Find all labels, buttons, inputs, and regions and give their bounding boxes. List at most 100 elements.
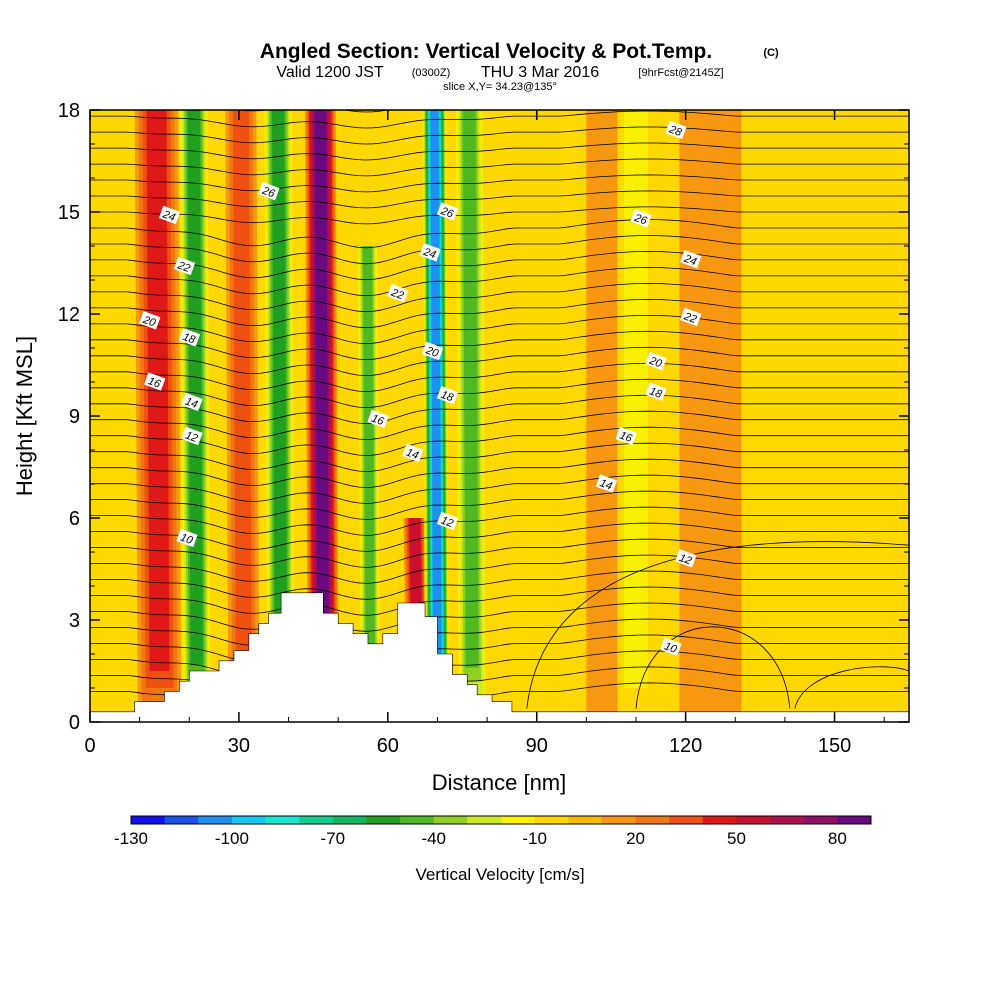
isentrope-line xyxy=(90,506,909,536)
colorbar-swatch xyxy=(467,816,502,824)
colorbar-swatch xyxy=(803,816,838,824)
contour-label-bg xyxy=(158,205,181,225)
colorbar-swatch xyxy=(332,816,367,824)
colorbar-swatch xyxy=(837,816,872,824)
contour-label-bg xyxy=(367,409,389,429)
contour-label: 22 xyxy=(387,283,409,303)
contour-label: 24 xyxy=(419,243,441,262)
isentrope-line xyxy=(90,634,909,664)
colorbar-swatch xyxy=(164,816,199,824)
terrain-mask xyxy=(90,592,909,722)
contour-label-bg xyxy=(419,243,441,262)
contour-label: 14 xyxy=(595,474,618,493)
colorbar-swatch xyxy=(131,816,166,824)
contour-label-text: 16 xyxy=(146,375,162,391)
axis-ticks: 0 30 60 90 120 150 0 3 6 9 12 15 18 xyxy=(58,100,909,757)
contour-label: 24 xyxy=(680,249,702,269)
colorbar-swatch xyxy=(501,816,536,824)
contour-label: 10 xyxy=(176,528,198,547)
y-tick-label: 18 xyxy=(58,100,80,122)
colorbar-swatch xyxy=(231,816,267,824)
velocity-level xyxy=(232,110,252,677)
isentrope-line xyxy=(90,570,909,600)
contour-label-bg xyxy=(387,283,409,303)
title-units: (C) xyxy=(763,47,779,59)
colorbar-tick-label: 80 xyxy=(828,829,847,848)
x-tick-label: 30 xyxy=(228,735,250,757)
x-tick-label: 0 xyxy=(84,735,95,757)
contour-label-bg xyxy=(436,511,459,531)
isentrope-line xyxy=(90,142,909,161)
x-tick-label: 60 xyxy=(377,735,399,757)
contour-label-text: 22 xyxy=(389,286,406,302)
contour-label-bg xyxy=(630,209,652,228)
isentrope-line xyxy=(90,618,909,648)
y-tick-label: 15 xyxy=(58,202,80,224)
contour-label: 12 xyxy=(181,426,203,446)
x-tick-label: 90 xyxy=(526,735,548,757)
contour-label: 12 xyxy=(675,549,697,568)
isentrope-line xyxy=(635,626,791,709)
isentrope-line xyxy=(90,282,909,313)
contour-label-text: 12 xyxy=(184,430,200,445)
contour-label-text: 18 xyxy=(648,385,664,401)
slice-info: slice X,Y= 34.23@135° xyxy=(443,81,557,93)
y-tick-label: 9 xyxy=(69,406,80,428)
contour-label-text: 24 xyxy=(421,246,438,262)
contour-label-text: 16 xyxy=(370,413,386,429)
isentrope-line xyxy=(90,554,909,584)
colorbar-swatch xyxy=(601,816,637,824)
contour-label-bg xyxy=(675,549,697,568)
contour-label-bg xyxy=(615,426,637,446)
valid-time: Valid 1200 JST xyxy=(276,64,384,81)
isentrope-line xyxy=(90,158,909,177)
contour-label: 18 xyxy=(436,385,459,405)
isentrope-line xyxy=(90,315,909,345)
isentrope-line xyxy=(90,378,909,409)
contour-label: 20 xyxy=(421,341,444,361)
contour-label-text: 20 xyxy=(647,354,664,370)
colorbar-swatch xyxy=(198,816,233,824)
contour-label-text: 26 xyxy=(260,184,277,200)
colorbar-tick-label: -40 xyxy=(421,829,446,848)
contour-label: 20 xyxy=(139,311,161,330)
contour-label-text: 26 xyxy=(632,212,649,228)
colorbar-swatch xyxy=(265,816,300,824)
velocity-level xyxy=(146,110,170,671)
y-axis-label: Height [Kft MSL] xyxy=(12,336,37,496)
contour-label-bg xyxy=(436,385,459,405)
y-tick-label: 6 xyxy=(69,508,80,530)
contour-label-text: 26 xyxy=(438,205,455,221)
contour-label-bg xyxy=(421,341,444,361)
contour-label-text: 24 xyxy=(160,208,177,224)
valid-time-line: Valid 1200 JST (0300Z) THU 3 Mar 2016 [9… xyxy=(276,64,723,81)
downdraft-band xyxy=(617,110,655,722)
isentrope-line xyxy=(90,330,909,361)
contour-label-bg xyxy=(144,372,166,391)
contour-label-text: 20 xyxy=(140,314,157,330)
colorbar-swatch xyxy=(400,816,435,824)
contour-label-bg xyxy=(595,474,618,493)
contour-label-text: 18 xyxy=(181,331,197,347)
isentrope-line xyxy=(90,206,909,225)
contour-label-bg xyxy=(660,637,682,656)
contour-label: 22 xyxy=(680,307,702,327)
contour-label-bg xyxy=(680,307,702,327)
contour-label-bg xyxy=(436,202,459,221)
y-tick-label: 12 xyxy=(58,304,80,326)
isentrope-line xyxy=(90,394,909,425)
y-tick-label: 0 xyxy=(69,712,80,734)
velocity-level xyxy=(271,110,288,666)
isentrope-line xyxy=(90,426,909,456)
contour-label-text: 12 xyxy=(439,515,455,530)
isentrope-line xyxy=(90,522,909,552)
contour-label-text: 18 xyxy=(439,389,455,405)
downdraft-band xyxy=(356,246,382,722)
contour-label-text: 14 xyxy=(184,396,200,411)
updraft-band xyxy=(134,110,182,722)
x-tick-label: 150 xyxy=(818,735,851,757)
contour-label: 28 xyxy=(665,120,687,139)
colorbar-swatch xyxy=(366,816,401,824)
y-tick-label: 3 xyxy=(69,610,80,632)
contour-label-bg xyxy=(402,443,424,463)
